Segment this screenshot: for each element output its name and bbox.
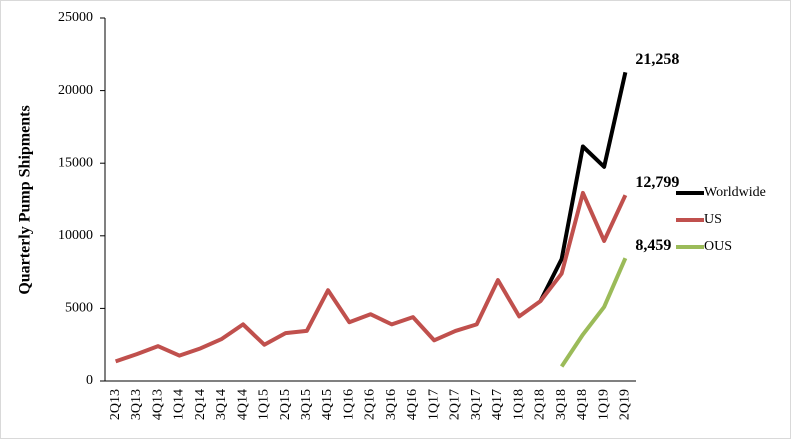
x-tick-label: 1Q15 bbox=[257, 389, 272, 420]
y-axis-title: Quarterly Pump Shipments bbox=[17, 105, 34, 294]
x-tick-label: 4Q16 bbox=[405, 389, 420, 420]
x-tick-label: 1Q16 bbox=[341, 389, 356, 420]
y-tick-label: 25000 bbox=[58, 10, 93, 25]
series-line bbox=[559, 257, 628, 368]
x-tick-label: 1Q14 bbox=[172, 389, 187, 420]
x-tick-label: 3Q13 bbox=[129, 389, 144, 420]
x-tick-label: 2Q17 bbox=[448, 389, 463, 420]
x-tick-label: 1Q18 bbox=[511, 389, 526, 420]
x-tick-label: 3Q15 bbox=[299, 389, 314, 420]
x-tick-label: 2Q14 bbox=[193, 389, 208, 420]
x-tick-label: 3Q18 bbox=[554, 389, 569, 420]
series-line bbox=[538, 71, 628, 303]
legend-label: US bbox=[704, 212, 722, 227]
value-label: 21,258 bbox=[635, 51, 679, 68]
x-tick-label: 4Q13 bbox=[150, 389, 165, 420]
x-tick-label: 1Q19 bbox=[596, 389, 611, 420]
series-line bbox=[114, 190, 628, 364]
x-tick-label: 4Q15 bbox=[320, 389, 335, 420]
legend-label: Worldwide bbox=[704, 185, 766, 200]
x-tick-label: 3Q16 bbox=[384, 389, 399, 420]
x-tick-label: 4Q14 bbox=[235, 389, 250, 420]
value-label: 12,799 bbox=[635, 174, 679, 191]
x-tick-label: 4Q18 bbox=[575, 389, 590, 420]
x-tick-label: 2Q18 bbox=[533, 389, 548, 420]
x-tick-label: 3Q14 bbox=[214, 389, 229, 420]
legend-label: OUS bbox=[704, 239, 732, 254]
y-tick-label: 10000 bbox=[58, 228, 93, 243]
y-tick-label: 20000 bbox=[58, 83, 93, 98]
x-tick-label: 2Q13 bbox=[108, 389, 123, 420]
x-tick-label: 4Q17 bbox=[490, 389, 505, 420]
x-tick-label: 2Q19 bbox=[618, 389, 633, 420]
y-tick-label: 0 bbox=[86, 373, 93, 388]
x-tick-label: 1Q17 bbox=[426, 389, 441, 420]
x-tick-label: 3Q17 bbox=[469, 389, 484, 420]
value-label: 8,459 bbox=[635, 237, 671, 254]
x-tick-label: 2Q16 bbox=[363, 389, 378, 420]
y-tick-label: 15000 bbox=[58, 155, 93, 170]
y-tick-label: 5000 bbox=[65, 301, 93, 316]
x-tick-label: 2Q15 bbox=[278, 389, 293, 420]
